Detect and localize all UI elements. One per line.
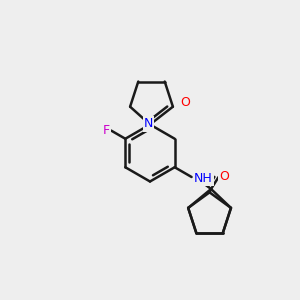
Text: N: N: [144, 117, 153, 130]
Text: O: O: [220, 170, 230, 184]
Text: NH: NH: [194, 172, 213, 185]
Text: F: F: [102, 124, 110, 137]
Text: O: O: [181, 96, 190, 109]
